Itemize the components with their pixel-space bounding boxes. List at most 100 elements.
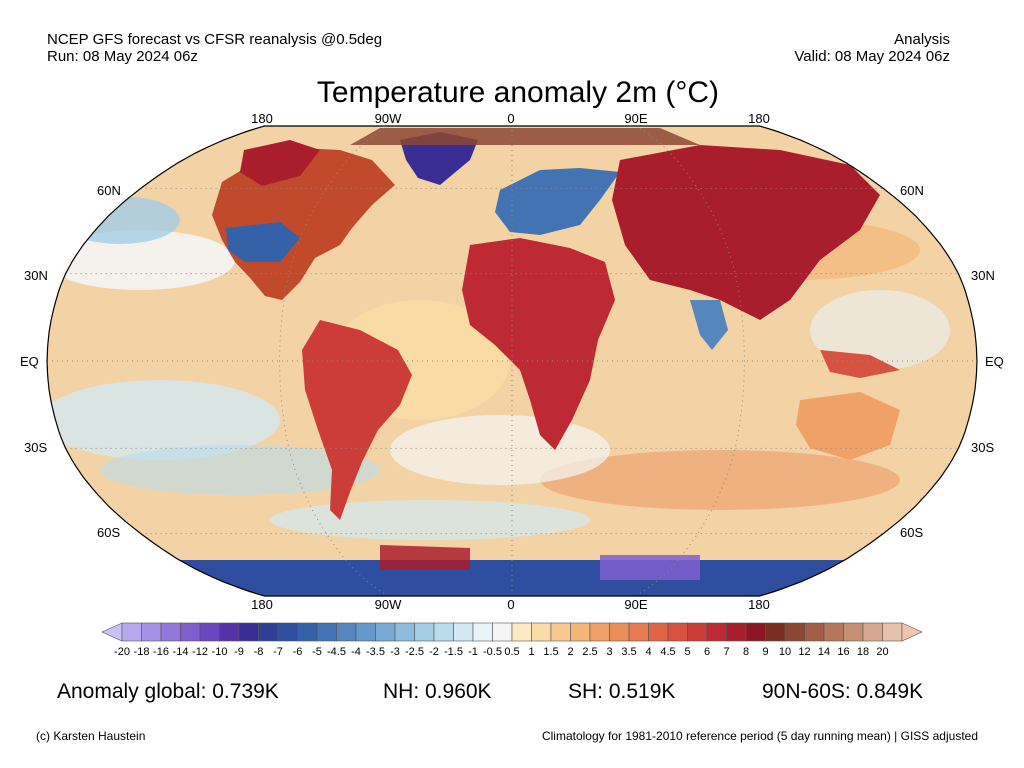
colorbar-swatch [804,622,825,642]
lat-label-right-30n: 30N [971,268,995,283]
colorbar-tick-label: -10 [212,646,228,658]
canada-warm-region [240,140,320,186]
colorbar-high-extension [901,622,923,642]
arctic-warm-patch [350,128,700,145]
lat-label-left-30s: 30S [24,440,48,455]
colorbar-swatch [589,622,610,642]
colorbar-swatches [101,622,923,642]
south-america [302,320,412,520]
colorbar-tick-label: -3.5 [366,646,385,658]
australia [796,392,900,460]
asia [612,145,880,320]
lon-label-bottom-90e: 90E [624,597,648,612]
map-field [47,126,977,596]
header-valid-time: Valid: 08 May 2024 06z [794,48,950,65]
colorbar-swatch [531,622,552,642]
lat-label-right-eq: EQ [985,354,1004,369]
colorbar-tick-label: 0.5 [504,646,519,658]
lon-label-bottom-180w: 180 [251,597,273,612]
colorbar-tick-label: 18 [857,646,869,658]
colorbar-swatch [628,622,649,642]
lon-label-top-180e: 180 [748,111,770,126]
colorbar-swatch [180,622,201,642]
header-run-time: Run: 08 May 2024 06z [47,48,198,65]
lat-label-left-eq: EQ [20,354,39,369]
colorbar-tick-label: -7 [273,646,283,658]
colorbar-tick-label: -2 [429,646,439,658]
footer-climatology-note: Climatology for 1981-2010 reference peri… [541,729,978,743]
colorbar-tick-label: 2 [567,646,573,658]
lat-label-right-60n: 60N [900,183,924,198]
cold-ocean-patch [60,196,180,244]
colorbar-tick-label: 1 [528,646,534,658]
map-gridlines [47,126,977,596]
maritime-continent [820,350,900,378]
colorbar-swatch [238,622,259,642]
colorbar-tick-label: 4 [645,646,651,658]
colorbar-swatch [862,622,883,642]
antarctic-warm-patch [380,545,470,570]
lon-label-top-90e: 90E [624,111,648,126]
colorbar-swatch [219,622,240,642]
lon-label-top-0: 0 [507,111,515,126]
colorbar-tick-labels: -20 -18 -16 -14 -12 -10 -9 -8 -7 -6 -5 -4.5 -4 -3.5 -3… [114,646,889,658]
colorbar-swatch [823,622,844,642]
cold-ocean-patch [100,445,380,495]
colorbar-tick-label: -1 [468,646,478,658]
colorbar-tick-label: -8 [254,646,264,658]
colorbar-tick-label: 6 [704,646,710,658]
colorbar-swatch [433,622,454,642]
map-outline [46,125,978,597]
colorbar-tick-label: 9 [762,646,768,658]
stat-nh-anomaly: NH: 0.960K [383,680,492,703]
colorbar-swatch [316,622,337,642]
colorbar-low-extension [101,622,123,642]
africa [462,238,615,450]
colorbar-swatch [667,622,688,642]
stat-band-anomaly: 90N-60S: 0.849K [762,680,924,703]
greenland [400,132,478,185]
colorbar-swatch [745,622,766,642]
colorbar: -20 -18 -16 -14 -12 -10 -9 -8 -7 -6 -5 -4.5 -4 -3.5 -3… [101,622,923,658]
colorbar-swatch [784,622,805,642]
stat-global-anomaly: Anomaly global: 0.739K [57,680,279,703]
colorbar-swatch [141,622,162,642]
north-america-cold-region [226,222,300,262]
colorbar-swatch [706,622,727,642]
colorbar-tick-label: -5 [312,646,322,658]
europe [495,168,620,235]
colorbar-swatch [394,622,415,642]
colorbar-tick-label: 5 [684,646,690,658]
continents [212,132,900,520]
cold-ocean-patch [47,230,235,290]
header-analysis-label: Analysis [894,31,950,48]
colorbar-swatch [648,622,669,642]
colorbar-swatch [336,622,357,642]
colorbar-swatch [199,622,220,642]
colorbar-tick-label: -6 [293,646,303,658]
header-model-description: NCEP GFS forecast vs CFSR reanalysis @0.… [47,31,383,48]
cold-ocean-patch [390,415,610,485]
colorbar-swatch [843,622,864,642]
colorbar-swatch [511,622,532,642]
warm-ocean-patch [540,450,900,510]
footer-copyright: (c) Karsten Haustein [36,729,146,743]
colorbar-swatch [258,622,279,642]
cold-ocean-patch [47,380,280,460]
lat-label-right-30s: 30S [971,440,995,455]
colorbar-swatch [726,622,747,642]
colorbar-tick-label: 16 [837,646,849,658]
colorbar-tick-label: -2.5 [405,646,424,658]
colorbar-tick-label: -4 [351,646,361,658]
colorbar-swatch [297,622,318,642]
colorbar-swatch [492,622,513,642]
lon-label-bottom-180e: 180 [748,597,770,612]
colorbar-tick-label: 7 [723,646,729,658]
colorbar-tick-label: 12 [798,646,810,658]
colorbar-tick-label: 8 [743,646,749,658]
colorbar-swatch [414,622,435,642]
colorbar-swatch [765,622,786,642]
cold-ocean-patch [810,290,950,370]
colorbar-tick-label: -12 [192,646,208,658]
